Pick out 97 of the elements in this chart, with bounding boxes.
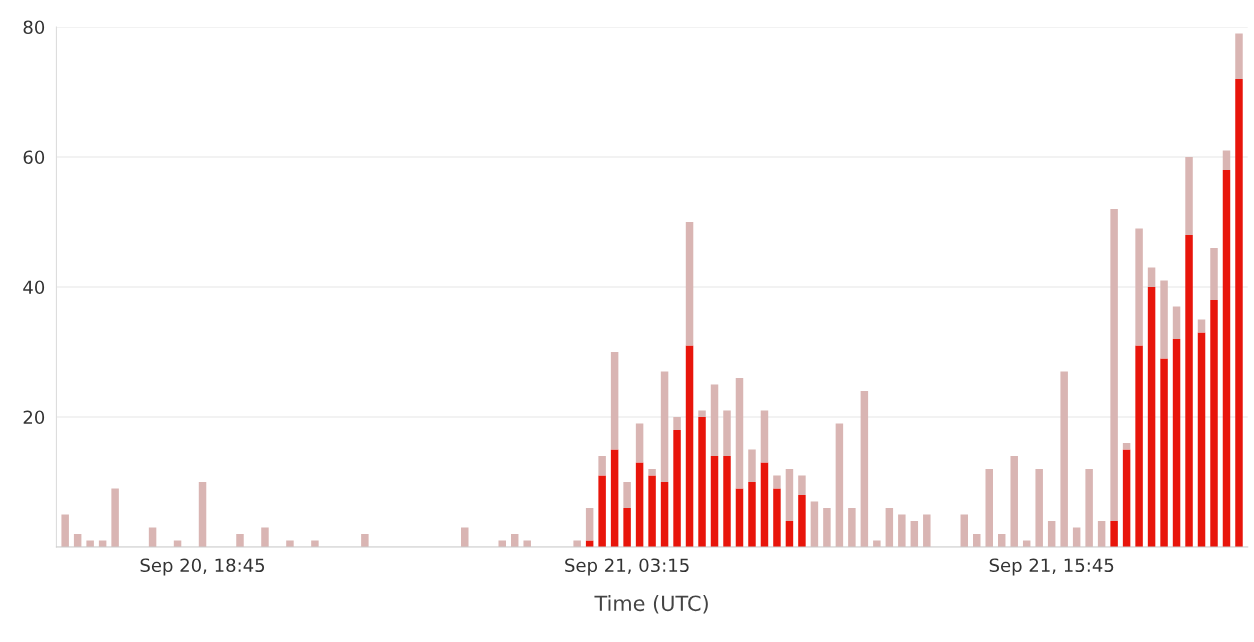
bar — [1185, 234, 1193, 547]
bar — [1147, 267, 1156, 287]
bar — [1072, 527, 1081, 547]
bar — [635, 462, 644, 547]
bar — [673, 429, 681, 547]
bar — [773, 475, 781, 489]
bar — [848, 507, 856, 547]
bar — [723, 410, 731, 456]
bar — [773, 488, 781, 547]
bar — [648, 468, 656, 476]
bar — [735, 377, 744, 489]
bar — [1035, 468, 1043, 547]
bar — [1222, 169, 1231, 547]
bar — [1135, 228, 1143, 346]
bar — [910, 520, 919, 547]
bar — [148, 527, 157, 547]
bar — [1172, 306, 1181, 339]
bar — [610, 449, 619, 547]
bar — [1210, 247, 1218, 300]
bar — [785, 468, 794, 521]
bar — [361, 533, 369, 547]
bar — [598, 455, 606, 476]
bar — [1085, 468, 1093, 547]
bar — [1110, 520, 1118, 547]
bar — [798, 475, 806, 495]
bar — [898, 514, 906, 547]
bar — [798, 494, 806, 547]
x-tick-label: Sep 21, 03:15 — [565, 558, 689, 576]
bar — [985, 468, 993, 547]
bar — [810, 501, 819, 547]
bar — [698, 416, 706, 547]
bar — [311, 540, 319, 547]
bar — [236, 533, 244, 547]
bar — [873, 540, 881, 547]
bar — [923, 514, 931, 547]
bar — [1097, 520, 1106, 547]
bar — [198, 481, 207, 547]
bar — [660, 371, 669, 482]
bar — [698, 410, 706, 417]
bar — [461, 527, 469, 547]
bar — [960, 514, 969, 547]
bar — [885, 507, 894, 547]
bar — [710, 455, 719, 547]
bar — [1210, 299, 1218, 547]
bar — [710, 384, 719, 456]
bar — [86, 540, 94, 547]
bar — [1047, 520, 1056, 547]
bar — [623, 507, 631, 547]
bar — [286, 540, 294, 547]
bar — [610, 351, 619, 450]
bar — [685, 221, 694, 346]
bar — [1060, 371, 1068, 547]
bar — [760, 410, 769, 463]
bar — [623, 481, 631, 508]
bar — [498, 540, 506, 547]
bar — [685, 345, 694, 547]
bar — [1010, 455, 1018, 547]
bar — [61, 514, 69, 547]
bar — [760, 462, 769, 547]
bar — [1160, 358, 1168, 547]
x-tick-label: Sep 20, 18:45 — [140, 558, 265, 576]
bar — [660, 481, 669, 547]
bar — [598, 475, 606, 547]
bar — [1110, 208, 1118, 521]
bar — [635, 423, 644, 463]
bar — [261, 527, 269, 547]
bar — [1197, 332, 1206, 547]
bar — [823, 507, 831, 547]
bar — [1160, 280, 1168, 359]
bar — [1235, 78, 1243, 547]
bar — [1235, 33, 1243, 79]
bar — [573, 540, 581, 547]
bar — [111, 488, 119, 547]
bar — [1147, 286, 1156, 547]
bar — [748, 481, 756, 547]
bar — [585, 507, 594, 541]
bar — [648, 475, 656, 547]
bar — [1197, 319, 1206, 333]
y-tick-label: 40 — [23, 280, 45, 295]
bar — [523, 540, 531, 547]
y-tick-label: 60 — [23, 150, 45, 165]
bar — [860, 390, 869, 547]
x-axis-title: Time (UTC) — [594, 595, 708, 614]
bar — [785, 520, 794, 547]
y-tick-label: 20 — [23, 410, 45, 425]
bar — [1222, 150, 1231, 170]
x-tick-label: Sep 21, 15:45 — [989, 558, 1114, 576]
bar — [835, 423, 844, 547]
bar — [1135, 345, 1143, 547]
bar — [748, 449, 756, 482]
y-tick-label: 80 — [23, 20, 45, 35]
bar — [723, 455, 731, 547]
bar — [1122, 449, 1131, 547]
bar — [673, 416, 681, 430]
bar — [1185, 156, 1193, 235]
bar — [1172, 338, 1181, 547]
bar — [735, 488, 744, 547]
